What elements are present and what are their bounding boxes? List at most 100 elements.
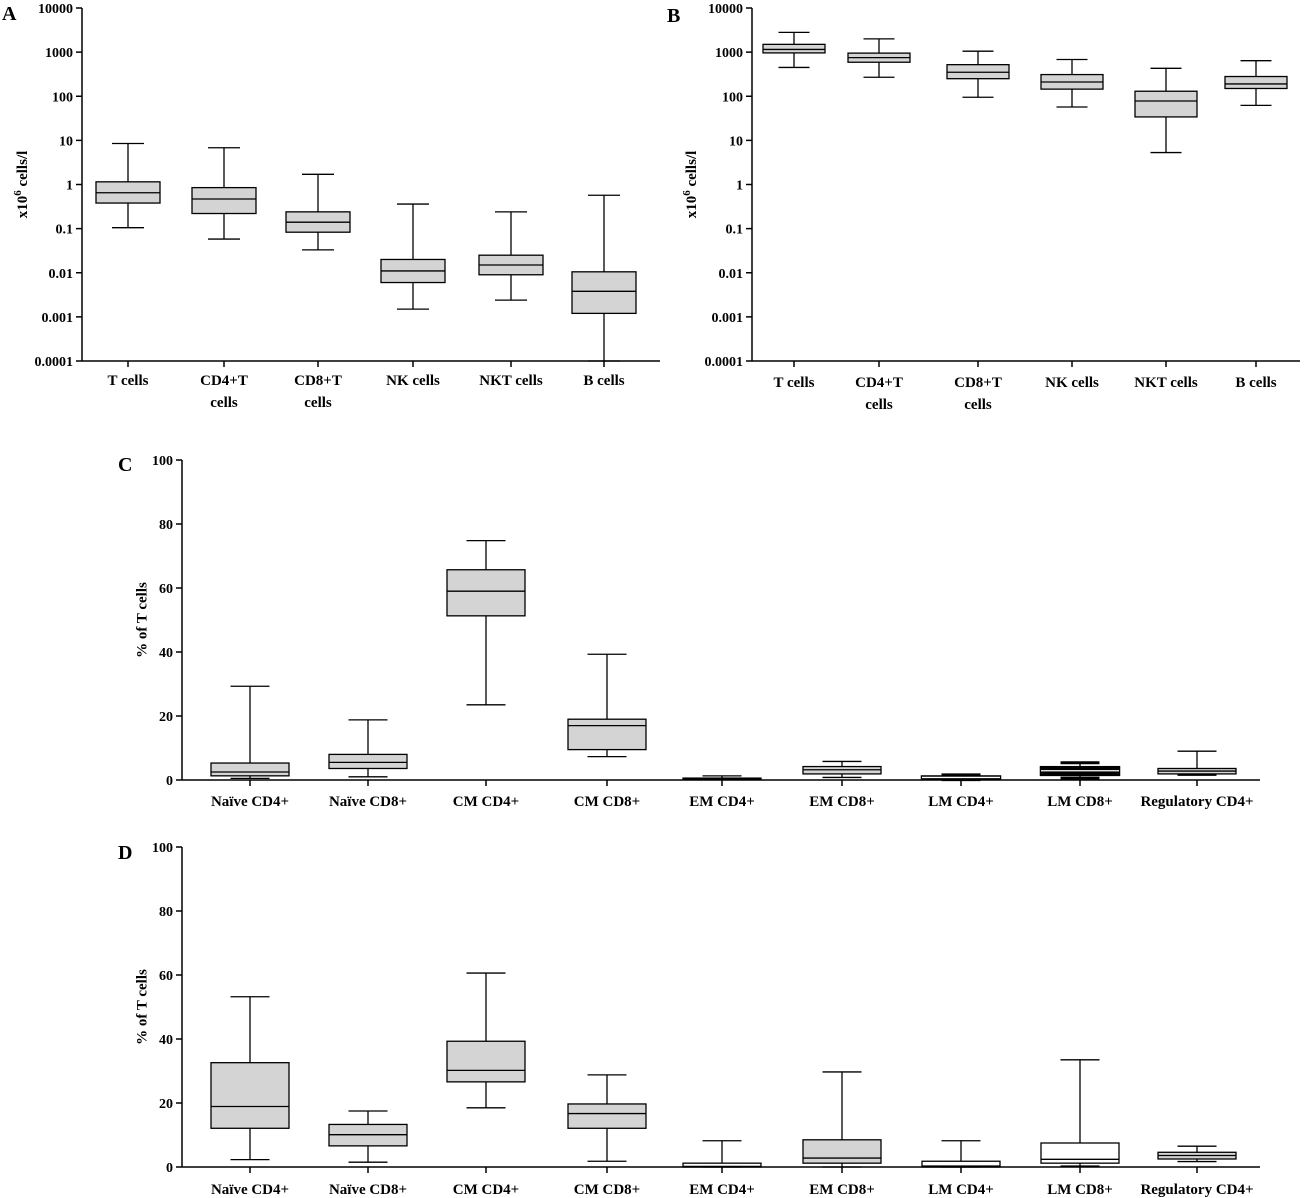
box-1 xyxy=(210,996,290,1161)
x-category-label: Naïve CD4+ xyxy=(211,794,289,810)
x-category-label: CM CD4+ xyxy=(453,1182,519,1198)
box-2 xyxy=(328,719,408,778)
x-category-label: CD8+T cells xyxy=(294,373,342,411)
y-tick-label: 20 xyxy=(159,710,173,725)
x-category-label: Regulatory CD4+ xyxy=(1140,1182,1253,1198)
y-axis-title: x106 cells/l xyxy=(12,151,32,219)
y-tick-label: 60 xyxy=(159,582,173,597)
box-6 xyxy=(571,194,637,362)
panel-d: D 0 20 40 60 80 100 % of T cells Naïve CD4+ Naïve… xyxy=(118,841,1260,1198)
y-tick-label: 40 xyxy=(159,646,173,661)
iqr-box xyxy=(210,1062,290,1129)
y-tick-label: 100 xyxy=(152,841,173,856)
iqr-box xyxy=(1040,1142,1120,1164)
x-category-label: B cells xyxy=(1235,375,1276,391)
x-category-label: NKT cells xyxy=(1134,375,1198,391)
y-axis-title: % of T cells xyxy=(134,582,150,658)
x-category-label: Naïve CD8+ xyxy=(329,794,407,810)
box-5 xyxy=(1134,67,1198,154)
y-tick-label: 1 xyxy=(66,179,73,194)
y-axis-title: x106 cells/l xyxy=(681,151,701,219)
y-tick-label: 80 xyxy=(159,518,173,533)
y-tick-label: 0.0001 xyxy=(35,355,74,370)
y-tick-label: 0.0001 xyxy=(705,355,744,370)
y-axis-title: % of T cells xyxy=(134,969,150,1045)
y-tick-label: 0.1 xyxy=(56,223,74,238)
box-6 xyxy=(802,1071,882,1168)
iqr-box xyxy=(210,762,290,777)
box-5 xyxy=(682,775,762,781)
x-category-label: NKT cells xyxy=(479,373,543,389)
panel-a: A 0.0001 0.001 0.01 0.1 1 10 100 1000 10000 x106 c… xyxy=(2,2,660,411)
box-3 xyxy=(446,539,526,706)
x-category-label: LM CD4+ xyxy=(928,1182,994,1198)
x-category-label: Naïve CD8+ xyxy=(329,1182,407,1198)
x-category-label: EM CD8+ xyxy=(809,1182,875,1198)
box-7 xyxy=(920,773,1002,782)
iqr-box xyxy=(802,1139,882,1164)
box-4 xyxy=(567,1074,647,1162)
x-category-label: CD4+T cells xyxy=(855,375,903,413)
y-tick-label: 10 xyxy=(729,134,743,149)
x-category-label: CD4+T cells xyxy=(200,373,248,411)
x-category-label: T cells xyxy=(774,375,815,391)
x-category-label: CM CD8+ xyxy=(574,1182,640,1198)
box-3 xyxy=(285,173,351,251)
y-tick-label: 80 xyxy=(159,905,173,920)
x-category-label: LM CD4+ xyxy=(928,794,994,810)
box-4 xyxy=(380,203,446,310)
x-category-label: NK cells xyxy=(1045,375,1099,391)
y-tick-label: 1000 xyxy=(715,46,743,61)
panel-c: C 0 20 40 60 80 100 % of T cells Naïve CD4+ Naïve… xyxy=(118,454,1260,810)
iqr-box xyxy=(1224,75,1288,90)
y-tick-label: 40 xyxy=(159,1033,173,1048)
iqr-box xyxy=(191,186,257,215)
box-9 xyxy=(1157,1145,1237,1163)
y-tick-label: 100 xyxy=(152,454,173,469)
box-3 xyxy=(446,972,526,1109)
box-6 xyxy=(1224,60,1288,107)
x-category-label: EM CD4+ xyxy=(689,794,755,810)
y-tick-label: 0.1 xyxy=(726,223,744,238)
panel-b: B 0.0001 0.001 0.01 0.1 1 10 100 1000 10000 x106 c… xyxy=(667,2,1300,413)
iqr-box xyxy=(328,753,408,770)
x-category-label: Naïve CD4+ xyxy=(211,1182,289,1198)
x-category-label: B cells xyxy=(583,373,624,389)
y-tick-label: 100 xyxy=(722,90,743,105)
box-1 xyxy=(762,31,826,69)
y-tick-label: 0.01 xyxy=(49,267,74,282)
x-category-label: T cells xyxy=(108,373,149,389)
y-tick-label: 60 xyxy=(159,969,173,984)
y-tick-label: 0.001 xyxy=(42,311,74,326)
box-4 xyxy=(1040,58,1104,108)
x-category-label: CM CD4+ xyxy=(453,794,519,810)
box-1 xyxy=(210,685,290,780)
box-9 xyxy=(1157,750,1237,776)
box-2 xyxy=(191,147,257,240)
x-category-label: EM CD8+ xyxy=(809,794,875,810)
box-1 xyxy=(95,142,161,229)
x-category-label: CM CD8+ xyxy=(574,794,640,810)
x-category-label: Regulatory CD4+ xyxy=(1140,794,1253,810)
box-2 xyxy=(328,1110,408,1163)
iqr-box xyxy=(446,1040,526,1083)
x-category-label: LM CD8+ xyxy=(1047,794,1113,810)
box-8 xyxy=(1039,761,1121,780)
x-category-label: LM CD8+ xyxy=(1047,1182,1113,1198)
iqr-box xyxy=(567,1103,647,1129)
y-tick-label: 10000 xyxy=(38,2,73,17)
iqr-box xyxy=(571,271,637,315)
iqr-box xyxy=(762,43,826,54)
panel-letter: A xyxy=(2,3,17,25)
y-tick-label: 1 xyxy=(736,179,743,194)
panel-letter: C xyxy=(118,454,132,476)
box-5 xyxy=(682,1140,762,1168)
iqr-box xyxy=(446,569,526,617)
panel-letter: D xyxy=(118,842,132,864)
iqr-box xyxy=(921,1160,1001,1168)
x-category-label: EM CD4+ xyxy=(689,1182,755,1198)
y-tick-label: 0.01 xyxy=(719,267,744,282)
box-6 xyxy=(802,760,882,779)
box-7 xyxy=(921,1140,1001,1168)
